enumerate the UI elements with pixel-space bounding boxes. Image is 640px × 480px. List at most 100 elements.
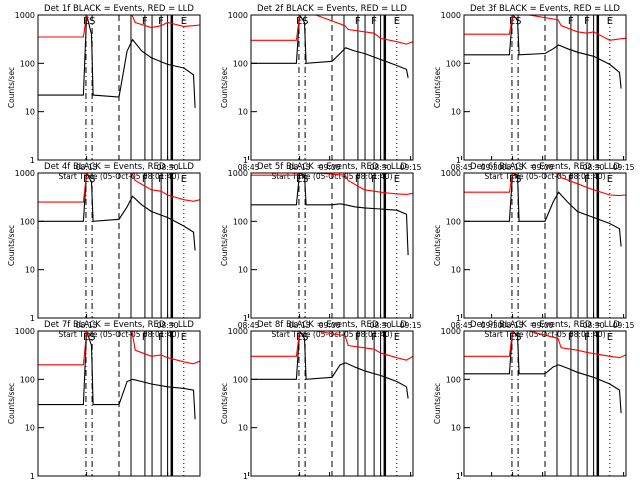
y-tick-label: 1 (30, 314, 35, 323)
marker-label: F (158, 174, 164, 185)
plot-frame (463, 330, 627, 477)
lld-series-line (251, 15, 413, 45)
y-tick-label: 1000 (15, 327, 35, 336)
marker-label: F (371, 332, 377, 343)
chart-title: Det 3f BLACK = Events, RED = LLD (470, 4, 620, 14)
x-tick-label: 09:15 (613, 163, 635, 172)
x-tick-label: 08:45 (451, 163, 473, 172)
y-tick-label: 10 (451, 266, 461, 275)
y-tick-label: 1000 (228, 327, 248, 336)
x-tick-label: 09:15 (613, 321, 635, 330)
marker-label: F (355, 16, 361, 27)
events-series-line (38, 331, 196, 420)
y-tick-label: 1 (30, 472, 35, 480)
lld-series-line (251, 331, 413, 361)
x-tick-label: 09:00 (319, 321, 341, 330)
marker-label: F (584, 174, 590, 185)
y-tick-label: 1000 (441, 11, 461, 20)
y-tick-label: 1000 (15, 169, 35, 178)
marker-label: F (142, 16, 148, 27)
y-tick-label: 1000 (15, 11, 35, 20)
marker-label: S (302, 174, 308, 185)
marker-label: F (584, 16, 590, 27)
y-tick-label: 100 (20, 217, 35, 226)
x-tick-label: 09:30 (481, 163, 503, 172)
marker-label: E (181, 174, 187, 185)
marker-label: F (568, 16, 574, 27)
y-tick-label: 1000 (441, 327, 461, 336)
chart-title: Det 4f BLACK = Events, RED = LLD (44, 162, 194, 172)
events-series-line (251, 331, 409, 399)
lld-series-line (464, 331, 626, 359)
chart-title: Det 9f BLACK = Events, RED = LLD (470, 320, 620, 330)
x-tick-label: 09:15 (400, 163, 422, 172)
marker-label: E (394, 16, 400, 27)
y-tick-label: 100 (20, 59, 35, 68)
marker-label: F (584, 332, 590, 343)
y-tick-label: 100 (446, 59, 461, 68)
x-tick-label: 09:30 (481, 321, 503, 330)
x-tick-label: 08:30 (157, 163, 179, 172)
events-series-line (464, 331, 622, 414)
marker-label: F (371, 174, 377, 185)
marker-label: F (371, 16, 377, 27)
plot-frame (250, 172, 414, 319)
lld-series-line (464, 173, 626, 197)
y-tick-label: 1 (243, 472, 248, 480)
events-series-line (464, 173, 622, 247)
y-tick-label: 10 (25, 108, 35, 117)
y-axis-label: Counts/sec (220, 225, 229, 266)
marker-label: E (607, 16, 613, 27)
x-tick-label: 08:15 (76, 321, 98, 330)
x-tick-label: 08:15 (76, 163, 98, 172)
chart-title: Det 8f BLACK = Events, RED = LLD (257, 320, 407, 330)
y-tick-label: 10 (238, 108, 248, 117)
x-tick-label: 08:30 (583, 163, 605, 172)
y-axis-label: Counts/sec (7, 225, 16, 266)
marker-label: F (568, 174, 574, 185)
marker-label: F (158, 332, 164, 343)
marker-label: E (394, 332, 400, 343)
x-tick-label: 08:15 (289, 321, 311, 330)
y-tick-label: 100 (233, 59, 248, 68)
y-tick-label: 1000 (228, 169, 248, 178)
marker-label: E (607, 332, 613, 343)
y-axis-label: Counts/sec (433, 67, 442, 108)
plot-frame (463, 14, 627, 161)
y-tick-label: 1 (456, 156, 461, 165)
x-tick-label: 08:45 (238, 163, 260, 172)
chart-title: Det 2f BLACK = Events, RED = LLD (257, 4, 407, 14)
x-tick-label: 09:00 (319, 163, 341, 172)
y-tick-label: 1 (243, 156, 248, 165)
y-tick-label: 100 (446, 217, 461, 226)
x-tick-label: 08:30 (583, 321, 605, 330)
chart-panel: Det 4f BLACK = Events, RED = LLD E S F F E 1 10… (7, 162, 503, 339)
x-tick-label: 08:15 (502, 321, 524, 330)
marker-label: S (89, 174, 95, 185)
marker-label: S (515, 332, 521, 343)
marker-label: F (568, 332, 574, 343)
plot-frame (463, 172, 627, 319)
x-tick-label: 08:15 (502, 163, 524, 172)
x-tick-label: 08:30 (157, 321, 179, 330)
x-tick-label: 08:15 (289, 163, 311, 172)
marker-label: S (515, 16, 521, 27)
marker-label: E (607, 174, 613, 185)
x-tick-label: 08:45 (238, 321, 260, 330)
chart-title: Det 7f BLACK = Events, RED = LLD (44, 320, 194, 330)
marker-label: F (355, 332, 361, 343)
y-tick-label: 10 (238, 424, 248, 433)
y-tick-label: 100 (233, 375, 248, 384)
y-tick-label: 10 (451, 108, 461, 117)
marker-label: E (181, 332, 187, 343)
y-tick-label: 100 (446, 375, 461, 384)
marker-label: S (302, 16, 308, 27)
marker-label: E (394, 174, 400, 185)
y-tick-label: 1 (456, 472, 461, 480)
plot-frame (37, 330, 201, 477)
